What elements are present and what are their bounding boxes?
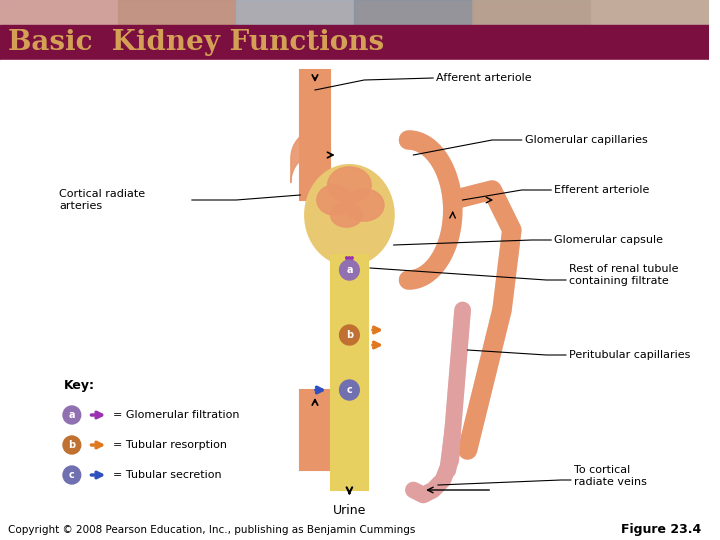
Text: c: c: [346, 385, 352, 395]
Ellipse shape: [330, 203, 362, 227]
Bar: [330, 255, 368, 490]
Text: Efferent arteriole: Efferent arteriole: [554, 185, 649, 195]
Text: Copyright © 2008 Pearson Education, Inc., publishing as Benjamin Cummings: Copyright © 2008 Pearson Education, Inc.…: [8, 525, 415, 535]
Text: Afferent arteriole: Afferent arteriole: [436, 73, 531, 83]
Bar: [0, 520, 708, 540]
Text: Basic  Kidney Functions: Basic Kidney Functions: [8, 29, 384, 56]
Bar: [590, 0, 708, 25]
Text: Peritubular capillaries: Peritubular capillaries: [569, 350, 690, 360]
Text: b: b: [346, 330, 353, 340]
Text: a: a: [346, 265, 353, 275]
Text: Urine: Urine: [333, 503, 366, 516]
Ellipse shape: [305, 165, 394, 265]
Bar: [118, 0, 236, 25]
Bar: [0, 60, 708, 520]
Bar: [236, 0, 354, 25]
Bar: [354, 0, 472, 25]
Text: b: b: [68, 440, 76, 450]
Bar: [300, 70, 330, 200]
Text: Cortical radiate
arteries: Cortical radiate arteries: [59, 189, 145, 211]
Bar: [0, 25, 708, 60]
Text: = Glomerular filtration: = Glomerular filtration: [113, 410, 240, 420]
Bar: [300, 390, 330, 470]
Text: Glomerular capsule: Glomerular capsule: [554, 235, 663, 245]
Circle shape: [340, 325, 359, 345]
Circle shape: [340, 260, 359, 280]
Text: = Tubular secretion: = Tubular secretion: [113, 470, 222, 480]
Bar: [472, 0, 590, 25]
Text: Key:: Key:: [64, 379, 95, 392]
Ellipse shape: [317, 185, 352, 215]
Text: Glomerular capillaries: Glomerular capillaries: [525, 135, 647, 145]
Text: To cortical
radiate veins: To cortical radiate veins: [574, 465, 647, 487]
Text: = Tubular resorption: = Tubular resorption: [113, 440, 228, 450]
Circle shape: [63, 436, 81, 454]
Text: a: a: [68, 410, 75, 420]
Bar: [0, 0, 708, 25]
Ellipse shape: [328, 167, 371, 203]
Circle shape: [340, 380, 359, 400]
Text: c: c: [69, 470, 75, 480]
Circle shape: [63, 466, 81, 484]
Ellipse shape: [344, 189, 384, 221]
Circle shape: [63, 406, 81, 424]
Bar: [0, 0, 118, 25]
Text: Rest of renal tubule
containing filtrate: Rest of renal tubule containing filtrate: [569, 264, 678, 286]
Text: Figure 23.4: Figure 23.4: [621, 523, 701, 537]
